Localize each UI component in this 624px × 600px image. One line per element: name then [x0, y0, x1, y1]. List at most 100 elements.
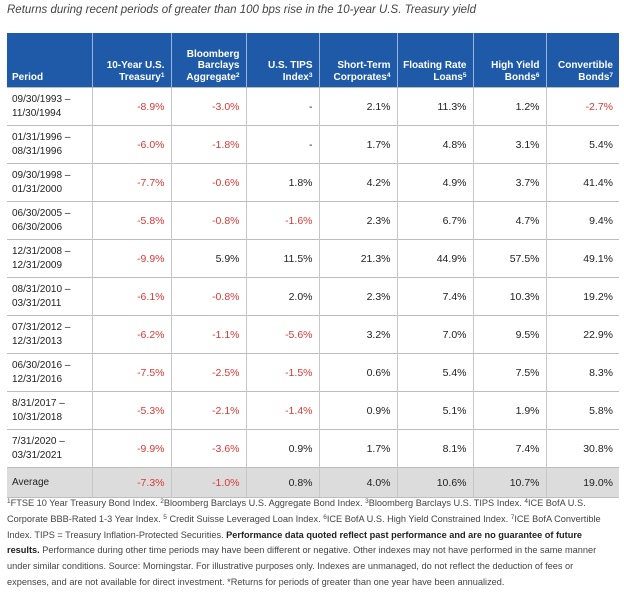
period-cell: 7/31/2020 – 03/31/2021 [7, 429, 92, 468]
column-header-text: Short-Term [337, 60, 391, 71]
period-cell: 09/30/1998 – 01/31/2000 [7, 163, 92, 202]
value-cell: 5.4% [545, 125, 619, 164]
footnote-marker: 2 [235, 71, 240, 79]
period-text: 01/31/1996 – [12, 132, 71, 143]
footnote-marker: 3 [308, 71, 313, 79]
value-cell: 7.4% [472, 429, 546, 468]
footnote-marker: 2 [160, 498, 164, 505]
table-row: 08/31/2010 – 03/31/2011 -6.1% -0.8% 2.0% 2.3%… [7, 277, 619, 316]
value-cell: 57.5% [472, 239, 546, 278]
value-cell: - [245, 87, 319, 126]
value-cell: 4.9% [396, 163, 473, 202]
value-cell: 6.7% [396, 201, 473, 240]
table-row: 12/31/2008 – 12/31/2009 -9.9% 5.9% 11.5% 21.3… [7, 239, 619, 278]
value-cell: -3.6% [170, 429, 246, 468]
table-row: 8/31/2017 – 10/31/2018 -5.3% -2.1% -1.4% 0.9%… [7, 391, 619, 430]
column-header: Floating Rate Loans5 [396, 33, 473, 88]
value-cell: -1.6% [245, 201, 319, 240]
period-text: 08/31/2010 – [12, 284, 71, 295]
value-cell: -1.8% [170, 125, 246, 164]
table-row: 07/31/2012 – 12/31/2013 -6.2% -1.1% -5.6% 3.2… [7, 315, 619, 354]
footnote-marker: 6 [535, 71, 540, 79]
average-value: 10.6% [396, 467, 473, 498]
column-header-text: Treasury [119, 71, 161, 83]
value-cell: 49.1% [545, 239, 619, 278]
table-header-row: Period 10-Year U.S. Treasury1 Bloomberg Barc… [7, 33, 619, 88]
column-header-text: Bloomberg [186, 48, 240, 60]
footnote-marker: 3 [365, 498, 369, 505]
period-cell: 12/31/2008 – 12/31/2009 [7, 239, 92, 278]
period-text: 12/31/2016 [12, 373, 63, 385]
footnote-text: FTSE 10 Year Treasury Bond Index. [10, 498, 161, 508]
value-cell: 21.3% [318, 239, 397, 278]
period-text: 07/31/2012 – [12, 322, 71, 333]
average-label: Average [7, 467, 92, 498]
value-cell: -7.7% [91, 163, 171, 202]
period-text: 06/30/2006 [12, 221, 63, 233]
column-header-text: 10-Year U.S. [106, 60, 165, 71]
value-cell: 8.3% [545, 353, 619, 392]
column-header-text: High Yield [491, 60, 540, 71]
period-cell: 01/31/1996 – 08/31/1996 [7, 125, 92, 164]
value-cell: 5.9% [170, 239, 246, 278]
average-value: 19.0% [545, 467, 619, 498]
value-cell: 9.4% [545, 201, 619, 240]
average-value: 10.7% [472, 467, 546, 498]
period-text: 8/31/2017 – [12, 398, 65, 409]
period-text: 06/30/2005 – [12, 208, 71, 219]
value-cell: 44.9% [396, 239, 473, 278]
column-header-text: Corporates [333, 71, 387, 83]
column-header-text: Aggregate [186, 71, 236, 83]
period-cell: 07/31/2012 – 12/31/2013 [7, 315, 92, 354]
value-cell: -0.8% [170, 201, 246, 240]
footnote-marker: 5 [462, 71, 467, 79]
value-cell: -7.5% [91, 353, 171, 392]
period-text: 12/31/2009 [12, 259, 63, 271]
column-header: Bloomberg Barclays Aggregate2 [170, 33, 246, 88]
value-cell: 41.4% [545, 163, 619, 202]
value-cell: 3.2% [318, 315, 397, 354]
value-cell: -3.0% [170, 87, 246, 126]
chart-title: Returns during recent periods of greater… [7, 4, 476, 16]
period-text: 11/30/1994 [12, 107, 62, 119]
period-text: 01/31/2000 [12, 183, 63, 195]
returns-table: Period 10-Year U.S. Treasury1 Bloomberg Barc… [7, 33, 619, 498]
value-cell: 2.3% [318, 277, 397, 316]
column-header-text: Period [12, 71, 44, 83]
value-cell: -0.8% [170, 277, 246, 316]
footnote-marker: 7 [510, 513, 515, 521]
value-cell: -6.1% [91, 277, 171, 316]
period-text: 7/31/2020 – [12, 436, 65, 447]
footnote-marker: 7 [609, 71, 613, 79]
value-cell: -9.9% [91, 429, 171, 468]
value-cell: 4.8% [396, 125, 473, 164]
footnote-bold: Performance data quoted reflect past per… [7, 529, 583, 556]
value-cell: 7.4% [396, 277, 473, 316]
footnote-marker: 1 [160, 71, 165, 79]
average-row: Average -7.3% -1.0% 0.8% 4.0% 10.6% 10.7% 19.0% [7, 467, 619, 498]
value-cell: 1.7% [318, 125, 397, 164]
value-cell: 2.1% [318, 87, 397, 126]
value-cell: -0.6% [170, 163, 246, 202]
value-cell: 30.8% [545, 429, 619, 468]
value-cell: 4.2% [318, 163, 397, 202]
period-cell: 08/31/2010 – 03/31/2011 [7, 277, 92, 316]
value-cell: -2.1% [170, 391, 246, 430]
period-text: 03/31/2021 [12, 449, 63, 461]
period-text: 10/31/2018 [12, 411, 63, 423]
column-header-text: Bonds [578, 71, 610, 83]
column-header-text: Floating Rate [403, 60, 467, 71]
column-header: 10-Year U.S. Treasury1 [91, 33, 171, 88]
column-header: Period [7, 33, 92, 88]
value-cell: 5.1% [396, 391, 473, 430]
footnote-marker: 1 [7, 498, 11, 505]
value-cell: -1.4% [245, 391, 319, 430]
average-value: 4.0% [318, 467, 397, 498]
footnote-text: ICE BofA U.S. High Yield Constrained Ind… [326, 513, 511, 524]
footnote-marker: 4 [386, 71, 391, 79]
value-cell: -5.8% [91, 201, 171, 240]
value-cell: -5.3% [91, 391, 171, 430]
period-text: 12/31/2008 – [12, 246, 71, 257]
table-row: 09/30/1993 – 11/30/1994 -8.9% -3.0% -2.1% 11.… [7, 87, 619, 126]
value-cell: 5.8% [545, 391, 619, 430]
